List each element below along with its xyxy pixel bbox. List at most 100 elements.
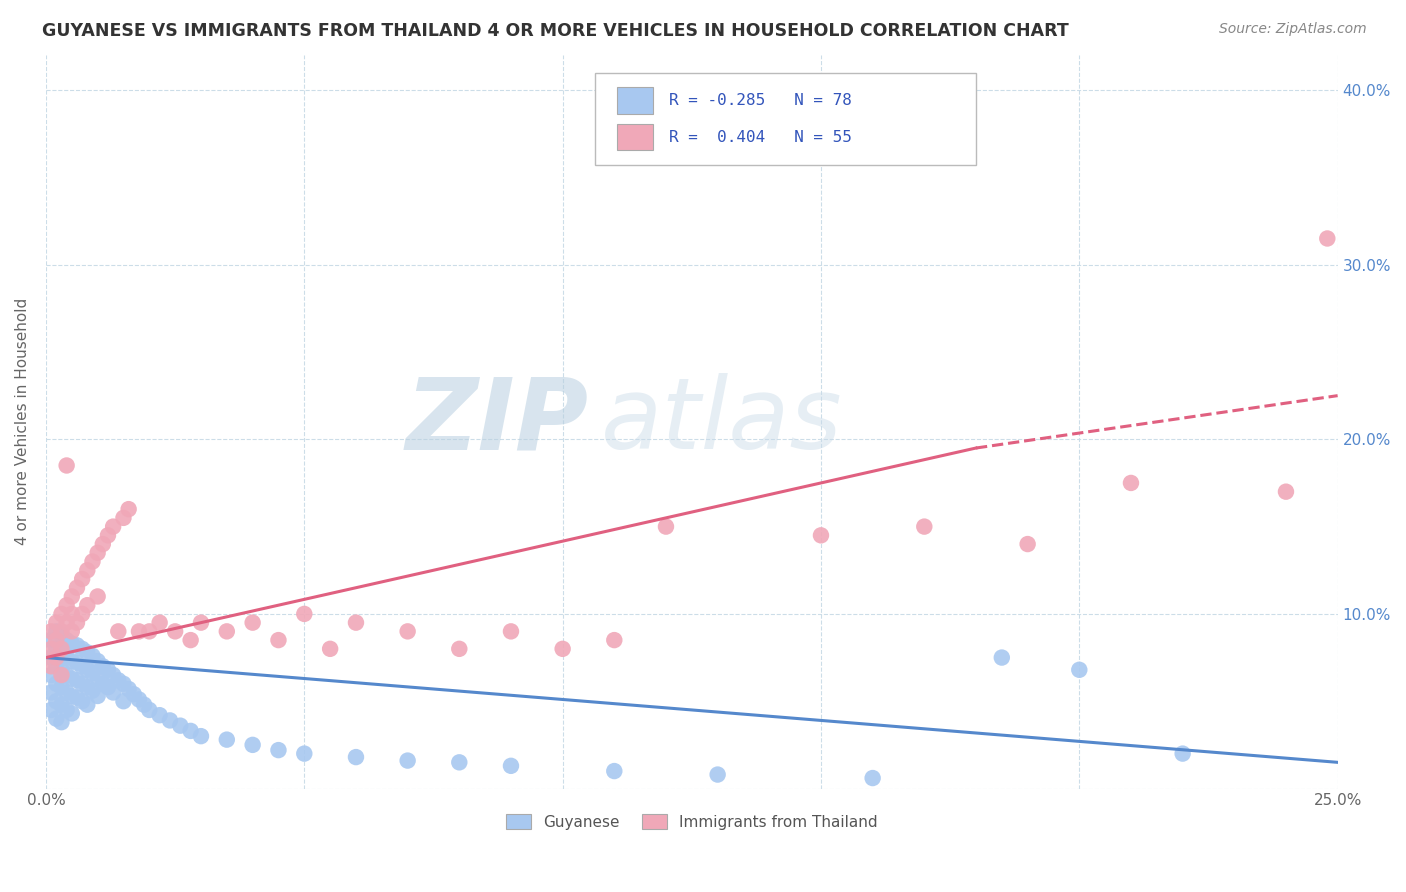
Point — [60, 590, 83, 604]
Point — [165, 624, 187, 639]
FancyBboxPatch shape — [595, 73, 976, 165]
Point — [128, 692, 150, 706]
Point — [138, 624, 160, 639]
Point — [76, 698, 98, 712]
Point — [991, 650, 1014, 665]
Point — [55, 633, 77, 648]
Point — [169, 719, 191, 733]
Point — [60, 706, 83, 721]
Point — [706, 767, 728, 781]
Y-axis label: 4 or more Vehicles in Household: 4 or more Vehicles in Household — [15, 298, 30, 545]
Point — [242, 738, 264, 752]
Point — [91, 537, 114, 551]
Point — [76, 680, 98, 694]
Point — [180, 723, 202, 738]
Point — [134, 698, 156, 712]
Point — [70, 659, 93, 673]
Point — [86, 654, 108, 668]
Point — [396, 624, 419, 639]
Point — [215, 732, 238, 747]
Point — [101, 685, 124, 699]
Point — [55, 685, 77, 699]
Point — [267, 633, 290, 648]
Point — [45, 641, 67, 656]
Point — [51, 624, 73, 639]
Point — [82, 555, 104, 569]
Text: R =  0.404   N = 55: R = 0.404 N = 55 — [669, 129, 852, 145]
Point — [344, 750, 367, 764]
Point — [190, 729, 212, 743]
Point — [82, 648, 104, 663]
Point — [39, 685, 62, 699]
Point — [60, 607, 83, 621]
Point — [396, 754, 419, 768]
Point — [45, 677, 67, 691]
Point — [112, 511, 135, 525]
Point — [810, 528, 832, 542]
Point — [128, 624, 150, 639]
Point — [242, 615, 264, 630]
Point — [122, 687, 145, 701]
Point — [60, 672, 83, 686]
Point — [499, 759, 522, 773]
Point — [449, 756, 471, 770]
Point — [45, 633, 67, 648]
Point — [51, 645, 73, 659]
Point — [603, 633, 626, 648]
Point — [655, 519, 678, 533]
Point — [51, 680, 73, 694]
Point — [55, 650, 77, 665]
Point — [97, 663, 120, 677]
Point — [912, 519, 935, 533]
Point — [82, 666, 104, 681]
Point — [344, 615, 367, 630]
Point — [117, 502, 139, 516]
Point — [51, 641, 73, 656]
Point — [70, 572, 93, 586]
Point — [70, 607, 93, 621]
Point — [76, 598, 98, 612]
Point — [138, 703, 160, 717]
Point — [101, 519, 124, 533]
Point — [319, 641, 342, 656]
Text: GUYANESE VS IMMIGRANTS FROM THAILAND 4 OR MORE VEHICLES IN HOUSEHOLD CORRELATION: GUYANESE VS IMMIGRANTS FROM THAILAND 4 O… — [42, 22, 1069, 40]
Point — [1316, 231, 1339, 245]
Point — [55, 615, 77, 630]
Point — [66, 673, 89, 688]
Point — [39, 668, 62, 682]
Point — [55, 703, 77, 717]
Point — [292, 747, 315, 761]
Point — [97, 528, 120, 542]
Point — [51, 663, 73, 677]
Point — [86, 689, 108, 703]
Point — [51, 668, 73, 682]
Point — [66, 581, 89, 595]
Point — [60, 654, 83, 668]
Point — [45, 712, 67, 726]
Point — [55, 598, 77, 612]
Point — [267, 743, 290, 757]
Point — [66, 638, 89, 652]
Point — [70, 677, 93, 691]
Point — [91, 659, 114, 673]
Point — [149, 708, 172, 723]
Point — [39, 703, 62, 717]
Point — [66, 615, 89, 630]
Legend: Guyanese, Immigrants from Thailand: Guyanese, Immigrants from Thailand — [501, 808, 883, 836]
Point — [449, 641, 471, 656]
Point — [60, 624, 83, 639]
Point — [55, 668, 77, 682]
Point — [70, 694, 93, 708]
Point — [117, 681, 139, 696]
Point — [45, 615, 67, 630]
Text: R = -0.285   N = 78: R = -0.285 N = 78 — [669, 93, 852, 108]
Point — [82, 683, 104, 698]
Point — [76, 563, 98, 577]
Point — [97, 680, 120, 694]
Point — [91, 677, 114, 691]
Point — [180, 633, 202, 648]
Point — [45, 650, 67, 665]
Point — [101, 668, 124, 682]
Point — [1171, 747, 1194, 761]
Point — [1275, 484, 1298, 499]
